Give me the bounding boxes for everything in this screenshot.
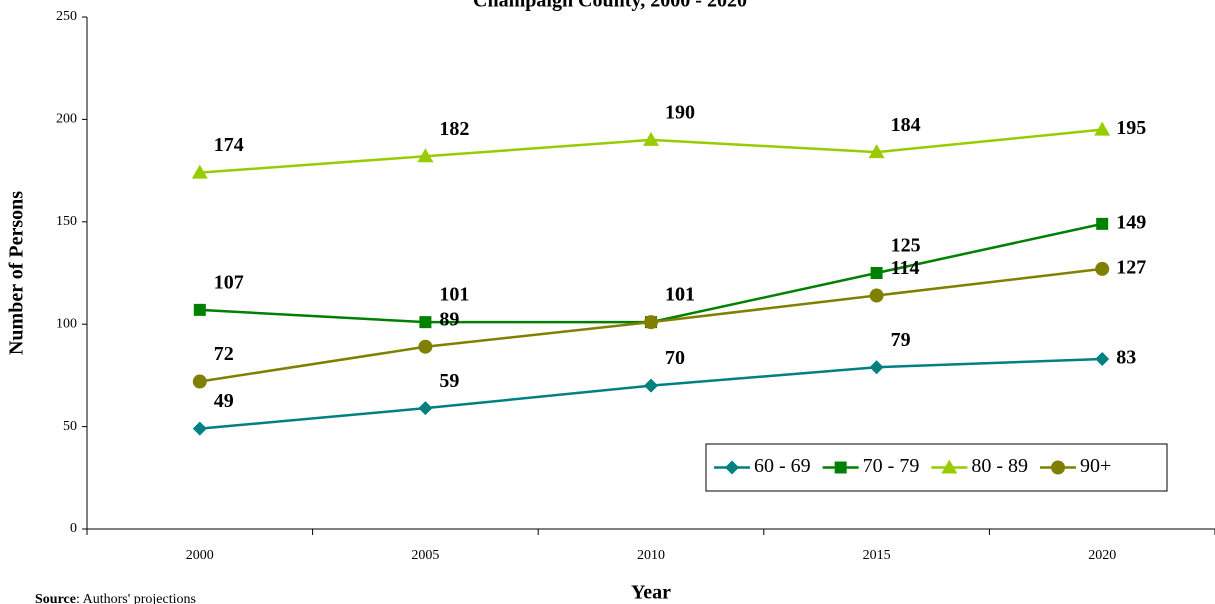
marker xyxy=(419,316,432,329)
data-label: 101 xyxy=(665,284,695,306)
legend-marker xyxy=(725,460,739,475)
y-tick-label: 0 xyxy=(70,521,77,536)
marker xyxy=(1095,261,1110,276)
data-label: 149 xyxy=(1116,211,1146,233)
data-label: 70 xyxy=(665,347,685,369)
legend-label: 90+ xyxy=(1080,455,1111,477)
marker xyxy=(644,315,658,330)
series-line xyxy=(199,357,1103,430)
data-label: 49 xyxy=(214,390,234,412)
marker xyxy=(192,421,207,436)
marker xyxy=(1095,352,1110,367)
y-tick-label: 50 xyxy=(63,419,77,434)
source-label: Source xyxy=(35,592,76,604)
legend-label: 80 - 89 xyxy=(971,455,1028,477)
marker xyxy=(191,164,208,179)
x-tick-label: 2020 xyxy=(1088,548,1116,563)
data-label: 107 xyxy=(214,271,244,293)
data-label: 190 xyxy=(665,101,695,123)
legend-label: 70 - 79 xyxy=(863,455,920,477)
x-axis-label: Year xyxy=(631,582,671,604)
data-label: 79 xyxy=(891,329,911,351)
data-label: 83 xyxy=(1116,347,1136,369)
marker xyxy=(418,339,433,354)
y-tick-label: 250 xyxy=(56,9,77,24)
marker xyxy=(418,401,433,416)
legend-marker xyxy=(1051,460,1066,475)
data-label: 101 xyxy=(665,284,695,306)
data-label: 127 xyxy=(1116,256,1146,278)
data-label: 114 xyxy=(891,257,920,279)
marker xyxy=(869,360,884,375)
marker xyxy=(868,144,885,159)
data-label: 125 xyxy=(891,235,921,257)
legend-marker xyxy=(834,461,847,474)
data-label: 174 xyxy=(214,134,244,156)
y-axis-label: Number of Persons xyxy=(6,191,28,355)
data-label: 59 xyxy=(439,370,459,392)
data-label: 184 xyxy=(891,114,921,136)
marker xyxy=(643,131,659,146)
marker xyxy=(870,267,883,279)
chart-title: Champaign County, 2000 - 2020 xyxy=(473,0,747,12)
legend: 60 - 69 70 - 79 80 - 89 90+ xyxy=(705,443,1168,492)
marker xyxy=(192,374,207,389)
marker xyxy=(1094,121,1111,136)
series-line xyxy=(199,222,1103,324)
marker xyxy=(417,148,434,163)
data-label: 101 xyxy=(439,284,469,306)
y-tick-label: 100 xyxy=(56,316,77,331)
marker xyxy=(644,378,658,393)
x-tick-label: 2005 xyxy=(411,548,439,563)
data-label: 72 xyxy=(214,343,234,365)
source-note: Source: Authors' projections xyxy=(35,592,196,604)
legend-label: 60 - 69 xyxy=(754,455,811,477)
marker xyxy=(869,288,884,303)
data-label: 195 xyxy=(1116,117,1146,139)
marker xyxy=(1096,217,1109,230)
source-text: : Authors' projections xyxy=(76,592,196,604)
y-tick-label: 200 xyxy=(56,112,77,127)
x-tick-label: 2015 xyxy=(863,548,891,563)
y-tick-label: 150 xyxy=(56,214,77,229)
x-tick-label: 2010 xyxy=(637,548,665,563)
x-tick-label: 2000 xyxy=(186,548,214,563)
legend-marker xyxy=(941,459,958,474)
data-label: 182 xyxy=(439,118,469,140)
data-label: 89 xyxy=(439,308,459,330)
marker xyxy=(193,303,206,316)
